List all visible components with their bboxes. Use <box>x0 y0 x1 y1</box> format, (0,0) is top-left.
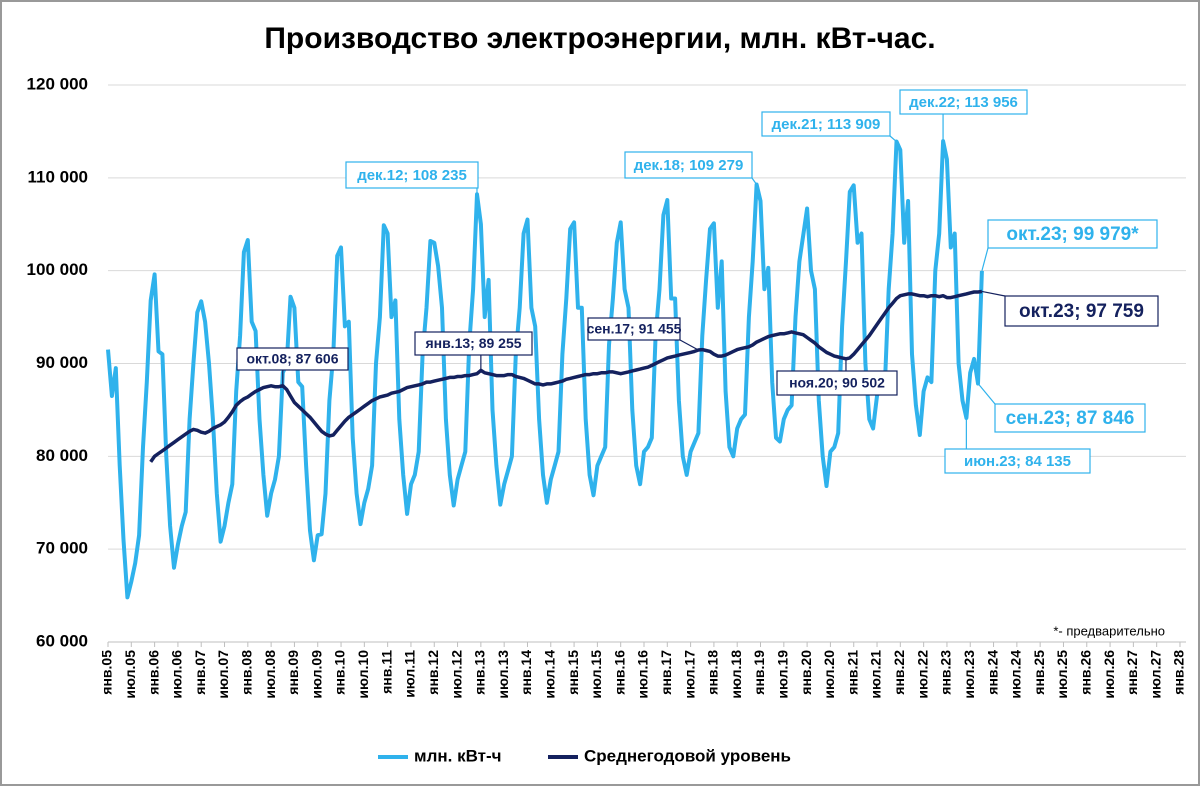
x-tick-label: июл.05 <box>122 650 138 699</box>
x-tick-label: янв.20 <box>798 650 814 695</box>
annotation-box <box>624 151 753 179</box>
x-tick-label: июл.08 <box>262 650 278 699</box>
annotation-leader <box>977 383 996 405</box>
x-tick-label: янв.23 <box>938 650 954 695</box>
annotation-box <box>987 219 1158 249</box>
x-tick-label: янв.07 <box>192 650 208 695</box>
annotation-box <box>414 331 533 356</box>
annotation-label: дек.12; 108 235 <box>357 167 467 184</box>
annotation-leader <box>889 135 897 142</box>
y-tick-label: 100 000 <box>27 260 88 279</box>
annotation-leader <box>751 177 758 185</box>
annotation-box <box>899 89 1028 115</box>
x-tick-label: июл.20 <box>821 650 837 699</box>
annotation-label: окт.23; 97 759 <box>1019 301 1144 322</box>
annotation-label: сен.17; 91 455 <box>587 321 682 337</box>
y-tick-label: 70 000 <box>36 539 88 558</box>
x-tick-label: янв.15 <box>565 650 581 695</box>
x-tick-label: июл.12 <box>448 650 464 699</box>
legend-label: Среднегодовой уровень <box>584 746 791 765</box>
x-tick-label: янв.13 <box>472 650 488 695</box>
x-tick-label: янв.18 <box>705 650 721 695</box>
x-tick-label: июл.14 <box>541 650 557 699</box>
annotation-label: ноя.20; 90 502 <box>789 375 885 391</box>
y-tick-label: 90 000 <box>36 353 88 372</box>
annotation-box <box>776 370 898 396</box>
annotation-box <box>587 317 681 341</box>
annotation-box <box>994 403 1146 433</box>
chart-title: Производство электроэнергии, млн. кВт-ча… <box>264 22 935 55</box>
annotation-box <box>345 161 479 189</box>
footnote: *- предварительно <box>1053 623 1165 638</box>
annotation-box <box>236 347 349 371</box>
x-tick-label: июл.27 <box>1147 650 1163 699</box>
x-tick-label: янв.26 <box>1077 650 1093 695</box>
annotation-box <box>1004 295 1159 327</box>
y-tick-label: 80 000 <box>36 446 88 465</box>
x-tick-label: июл.19 <box>775 650 791 699</box>
x-tick-label: янв.21 <box>844 650 860 695</box>
x-tick-label: июл.15 <box>588 650 604 699</box>
x-tick-label: янв.08 <box>239 650 255 695</box>
series-line <box>149 289 983 463</box>
x-tick-label: июл.18 <box>728 650 744 699</box>
x-tick-label: янв.24 <box>984 650 1000 695</box>
x-tick-label: июл.16 <box>635 650 651 699</box>
x-tick-label: июл.23 <box>961 650 977 699</box>
legend-label: млн. кВт-ч <box>414 746 502 765</box>
annotation-label: дек.22; 113 956 <box>909 94 1018 111</box>
annotation-leader <box>679 339 699 351</box>
annotation-label: окт.08; 87 606 <box>246 351 338 367</box>
x-tick-label: янв.09 <box>285 650 301 695</box>
x-tick-label: янв.17 <box>658 650 674 695</box>
annotation-label: янв.13; 89 255 <box>425 335 521 351</box>
y-tick-label: 120 000 <box>27 74 88 93</box>
x-tick-label: июл.26 <box>1101 650 1117 699</box>
x-tick-label: июл.21 <box>868 650 884 699</box>
x-tick-label: июл.22 <box>914 650 930 699</box>
x-tick-label: янв.25 <box>1031 650 1047 695</box>
x-tick-label: янв.05 <box>99 650 115 695</box>
x-tick-label: янв.12 <box>425 650 441 695</box>
x-tick-label: июл.06 <box>169 650 185 699</box>
x-tick-label: июл.10 <box>355 650 371 699</box>
x-tick-label: июл.24 <box>1008 650 1024 699</box>
x-tick-label: июл.25 <box>1054 650 1070 699</box>
x-tick-label: июл.13 <box>495 650 511 699</box>
annotation-label: окт.23; 99 979* <box>1006 224 1139 245</box>
x-tick-label: янв.11 <box>378 650 394 694</box>
annotation-leader <box>981 290 1006 297</box>
x-tick-label: янв.27 <box>1124 650 1140 695</box>
series-line <box>106 139 984 600</box>
annotation-label: сен.23; 87 846 <box>1006 408 1135 429</box>
annotation-label: дек.18; 109 279 <box>634 157 744 174</box>
x-tick-label: июл.07 <box>215 650 231 699</box>
y-tick-label: 110 000 <box>27 167 88 186</box>
x-tick-label: янв.28 <box>1171 650 1187 695</box>
x-tick-label: янв.19 <box>751 650 767 695</box>
x-tick-label: янв.14 <box>518 650 534 695</box>
x-tick-label: июл.09 <box>308 650 324 699</box>
annotation-box <box>944 448 1091 474</box>
annotation-label: дек.21; 113 909 <box>772 116 881 133</box>
annotation-label: июн.23; 84 135 <box>964 453 1071 470</box>
annotation-box <box>761 111 891 137</box>
x-tick-label: янв.06 <box>145 650 161 695</box>
x-tick-label: июл.11 <box>402 650 418 698</box>
x-tick-label: янв.10 <box>332 650 348 695</box>
x-tick-label: янв.16 <box>611 650 627 695</box>
y-tick-label: 60 000 <box>36 631 88 650</box>
x-tick-label: янв.22 <box>891 650 907 695</box>
annotation-leader <box>981 247 989 272</box>
x-tick-label: июл.17 <box>681 650 697 699</box>
